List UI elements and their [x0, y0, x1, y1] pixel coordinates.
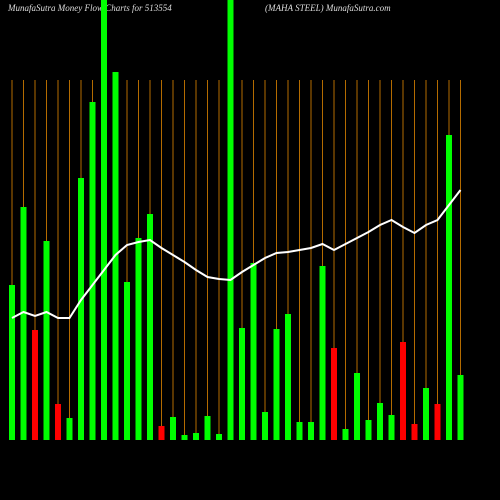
bar — [124, 282, 130, 440]
bar — [296, 422, 303, 440]
bar — [388, 415, 395, 440]
bar — [434, 404, 441, 440]
bar — [400, 342, 406, 440]
bar — [239, 328, 245, 440]
bar — [43, 241, 50, 440]
bar — [55, 404, 61, 440]
bar — [446, 135, 452, 440]
bar — [66, 418, 73, 440]
chart-subtitle: (MAHA STEEL) MunafaSutra.com — [265, 3, 391, 13]
bar — [377, 403, 383, 440]
bar — [250, 263, 257, 440]
bar — [89, 102, 96, 440]
bar — [354, 373, 360, 440]
bar — [216, 434, 222, 440]
bar — [308, 422, 314, 440]
bar — [158, 426, 165, 440]
bar — [193, 433, 199, 440]
bar — [365, 420, 372, 440]
bar — [20, 207, 27, 440]
bar — [423, 388, 429, 440]
bar — [78, 178, 84, 440]
bar — [285, 314, 291, 440]
bar — [273, 329, 280, 440]
bar — [32, 330, 38, 440]
bar — [331, 348, 337, 440]
bar — [181, 435, 188, 440]
bar — [9, 285, 15, 440]
chart-title: MunafaSutra Money Flow Charts for 513554 — [7, 3, 172, 13]
bar — [411, 424, 418, 440]
bar — [170, 417, 176, 440]
bar — [101, 0, 107, 440]
bar — [204, 416, 211, 440]
bar — [135, 238, 142, 440]
bar — [227, 0, 234, 440]
bar — [319, 266, 326, 440]
bar — [262, 412, 268, 440]
bar — [147, 214, 153, 440]
money-flow-line — [11, 189, 462, 319]
bar — [457, 375, 464, 440]
bar — [342, 429, 349, 440]
